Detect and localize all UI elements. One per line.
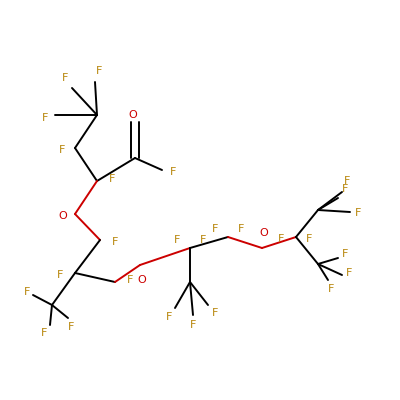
- Text: F: F: [170, 167, 176, 177]
- Text: F: F: [306, 234, 312, 244]
- Text: F: F: [57, 270, 63, 280]
- Text: F: F: [212, 224, 218, 234]
- Text: F: F: [342, 184, 348, 194]
- Text: F: F: [190, 320, 196, 330]
- Text: F: F: [346, 268, 352, 278]
- Text: O: O: [260, 228, 268, 238]
- Text: F: F: [59, 145, 65, 155]
- Text: O: O: [58, 211, 67, 221]
- Text: F: F: [174, 235, 180, 245]
- Text: F: F: [344, 176, 350, 186]
- Text: F: F: [96, 66, 102, 76]
- Text: F: F: [328, 284, 334, 294]
- Text: F: F: [24, 287, 30, 297]
- Text: F: F: [166, 312, 172, 322]
- Text: F: F: [112, 237, 118, 247]
- Text: O: O: [138, 275, 146, 285]
- Text: O: O: [129, 110, 137, 120]
- Text: F: F: [212, 308, 218, 318]
- Text: F: F: [62, 73, 68, 83]
- Text: F: F: [42, 113, 48, 123]
- Text: F: F: [200, 235, 206, 245]
- Text: F: F: [342, 249, 348, 259]
- Text: F: F: [68, 322, 74, 332]
- Text: F: F: [41, 328, 47, 338]
- Text: F: F: [238, 224, 244, 234]
- Text: F: F: [127, 275, 133, 285]
- Text: F: F: [109, 174, 115, 184]
- Text: F: F: [355, 208, 361, 218]
- Text: F: F: [278, 234, 284, 244]
